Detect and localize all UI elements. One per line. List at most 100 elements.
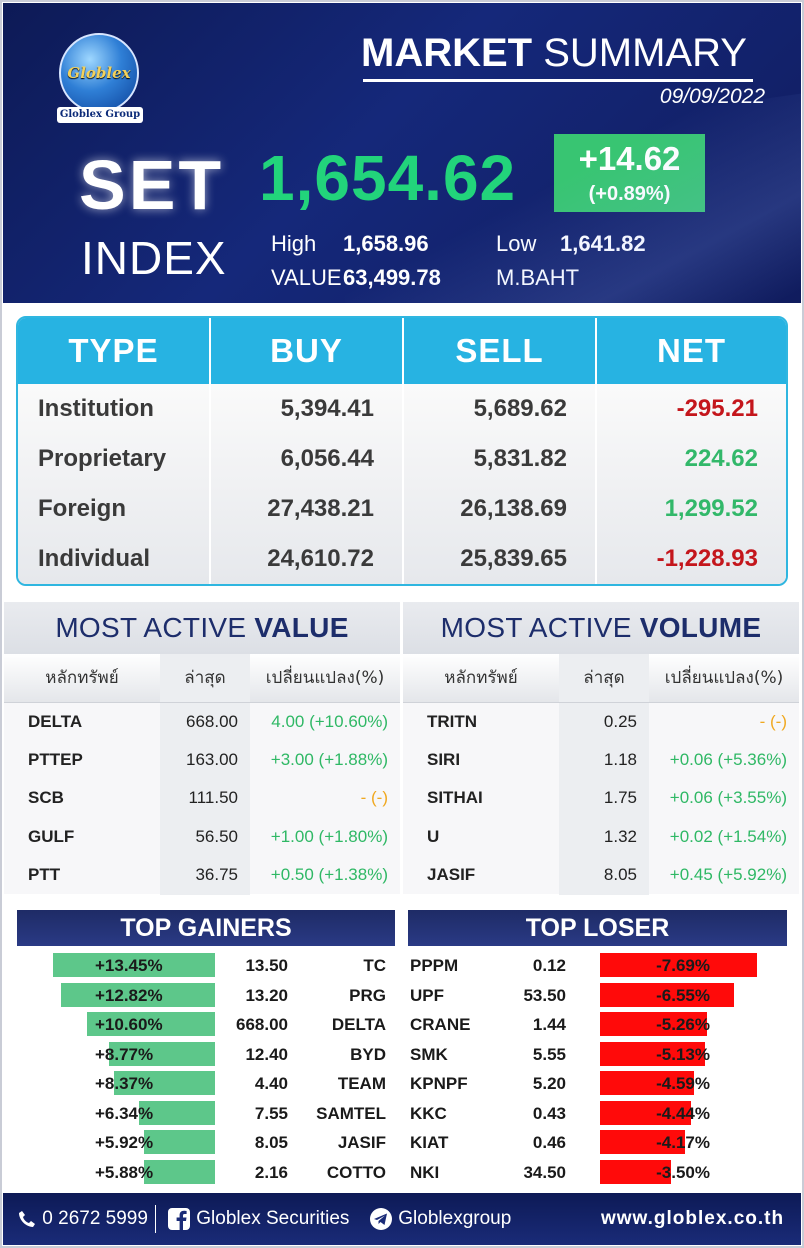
table-row: SITHAI 1.75 +0.06 (+3.55%) bbox=[403, 779, 799, 818]
loser-pct: -4.59% bbox=[656, 1074, 710, 1093]
change-cell: - (-) bbox=[759, 711, 787, 731]
set-change: +14.62 bbox=[578, 140, 681, 177]
loser-price: 5.20 bbox=[532, 1074, 566, 1093]
table-row: JASIF 8.05 +0.45 (+5.92%) bbox=[403, 856, 799, 895]
set-label: SET bbox=[79, 146, 225, 224]
loser-price: 0.46 bbox=[532, 1133, 566, 1152]
loser-symbol: SMK bbox=[410, 1045, 448, 1064]
gainer-symbol: JASIF bbox=[337, 1133, 386, 1152]
loser-row: UPF 53.50 -6.55% bbox=[0, 983, 800, 1009]
gainer-price: 13.50 bbox=[245, 956, 288, 975]
loser-row: CRANE 1.44 -5.26% bbox=[0, 1012, 800, 1038]
table-row: Foreign 27,438.21 26,138.69 1,299.52 bbox=[18, 484, 786, 534]
gainer-row: +5.92% 8.05 JASIF bbox=[0, 1130, 400, 1156]
value-unit: M.BAHT bbox=[496, 265, 580, 290]
table-row: Individual 24,610.72 25,839.65 -1,228.93 bbox=[18, 534, 786, 584]
loser-price: 5.55 bbox=[532, 1045, 566, 1064]
gainer-pct: +6.34% bbox=[95, 1104, 154, 1123]
loser-pct: -4.44% bbox=[656, 1104, 710, 1123]
header-banner: Globlex Globlex Group MARKET SUMMARY 09/… bbox=[3, 3, 801, 303]
gainer-row: +8.77% 12.40 BYD bbox=[0, 1042, 400, 1068]
loser-price: 0.12 bbox=[532, 956, 566, 975]
facebook-icon bbox=[168, 1207, 190, 1230]
table-row: SIRI 1.18 +0.06 (+5.36%) bbox=[403, 740, 799, 779]
page-title: MARKET SUMMARY bbox=[361, 31, 747, 75]
loser-bar bbox=[600, 1071, 694, 1095]
facebook-contact[interactable]: Globlex Securities bbox=[167, 1193, 349, 1245]
globlex-logo[interactable]: Globlex Globlex Group bbox=[57, 33, 143, 123]
col-symbol: หลักทรัพย์ bbox=[403, 654, 559, 703]
type-cell: Individual bbox=[18, 534, 211, 584]
table-row: DELTA 668.00 4.00 (+10.60%) bbox=[4, 702, 400, 741]
high-label: High bbox=[271, 231, 317, 256]
net-cell: 1,299.52 bbox=[664, 495, 758, 522]
gainer-pct: +5.92% bbox=[95, 1133, 154, 1152]
buy-cell: 5,394.41 bbox=[210, 384, 404, 434]
type-cell: Proprietary bbox=[18, 434, 211, 484]
sell-cell: 25,839.65 bbox=[403, 534, 597, 584]
loser-pct: -4.17% bbox=[656, 1133, 710, 1152]
set-index-value: 1,654.62 bbox=[259, 142, 517, 214]
gainer-price: 13.20 bbox=[245, 986, 288, 1005]
loser-bar bbox=[600, 1160, 671, 1184]
gainer-symbol: SAMTEL bbox=[316, 1104, 386, 1123]
net-cell: 224.62 bbox=[684, 445, 758, 472]
gainer-price: 7.55 bbox=[254, 1104, 288, 1123]
phone-contact[interactable]: 0 2672 5999 bbox=[17, 1193, 148, 1245]
last-cell: 1.32 bbox=[559, 817, 649, 856]
col-change: เปลี่ยนแปลง(%) bbox=[649, 654, 799, 703]
gainer-bar bbox=[61, 983, 215, 1007]
sell-cell: 5,689.62 bbox=[403, 384, 597, 434]
report-date: 09/09/2022 bbox=[659, 85, 765, 108]
telegram-icon bbox=[370, 1207, 392, 1230]
loser-pct: -3.50% bbox=[656, 1163, 710, 1182]
last-cell: 0.25 bbox=[559, 702, 649, 741]
gainer-price: 8.05 bbox=[254, 1133, 288, 1152]
gainer-pct: +10.60% bbox=[95, 1015, 163, 1034]
gainer-bar bbox=[87, 1012, 215, 1036]
loser-bar bbox=[600, 983, 734, 1007]
loser-symbol: KKC bbox=[410, 1104, 447, 1123]
loser-bar bbox=[600, 1042, 705, 1066]
loser-symbol: KPNPF bbox=[410, 1074, 468, 1093]
loser-price: 53.50 bbox=[523, 986, 566, 1005]
traded-value: 63,499.78 bbox=[343, 265, 441, 290]
symbol-cell: SIRI bbox=[427, 749, 461, 769]
buy-cell: 27,438.21 bbox=[210, 484, 404, 534]
loser-symbol: KIAT bbox=[410, 1133, 449, 1152]
loser-symbol: PPPM bbox=[410, 956, 459, 975]
change-cell: 4.00 (+10.60%) bbox=[271, 711, 388, 731]
gainer-symbol: TC bbox=[363, 956, 386, 975]
website-link[interactable]: www.globlex.co.th bbox=[601, 1208, 785, 1229]
loser-bar bbox=[600, 1012, 707, 1036]
header-type: TYPE bbox=[18, 318, 211, 384]
change-cell: +0.06 (+5.36%) bbox=[669, 749, 787, 769]
index-label: INDEX bbox=[81, 232, 227, 284]
loser-bar bbox=[600, 953, 757, 977]
loser-row: SMK 5.55 -5.13% bbox=[0, 1042, 800, 1068]
loser-pct: -5.26% bbox=[656, 1015, 710, 1034]
set-change-pct: (+0.89%) bbox=[588, 183, 671, 205]
telegram-contact[interactable]: Globlexgroup bbox=[369, 1193, 511, 1245]
gainer-row: +10.60% 668.00 DELTA bbox=[0, 1012, 400, 1038]
gainer-symbol: DELTA bbox=[331, 1015, 386, 1034]
last-cell: 8.05 bbox=[559, 856, 649, 895]
gainer-symbol: PRG bbox=[349, 986, 386, 1005]
col-change: เปลี่ยนแปลง(%) bbox=[250, 654, 400, 703]
change-cell: +1.00 (+1.80%) bbox=[270, 826, 388, 846]
gainer-bar bbox=[144, 1160, 215, 1184]
loser-symbol: CRANE bbox=[410, 1015, 471, 1034]
table-row: Proprietary 6,056.44 5,831.82 224.62 bbox=[18, 434, 786, 484]
change-cell: +0.02 (+1.54%) bbox=[669, 826, 787, 846]
loser-pct: -7.69% bbox=[656, 956, 710, 975]
col-symbol: หลักทรัพย์ bbox=[4, 654, 160, 703]
gainer-row: +12.82% 13.20 PRG bbox=[0, 983, 400, 1009]
gainer-symbol: COTTO bbox=[326, 1163, 386, 1182]
loser-bar bbox=[600, 1101, 691, 1125]
loser-price: 0.43 bbox=[532, 1104, 566, 1123]
last-cell: 668.00 bbox=[160, 702, 250, 741]
loser-row: KKC 0.43 -4.44% bbox=[0, 1101, 800, 1127]
table-row: TRITN 0.25 - (-) bbox=[403, 702, 799, 741]
loser-price: 34.50 bbox=[523, 1163, 566, 1182]
net-cell: -1,228.93 bbox=[656, 545, 758, 572]
